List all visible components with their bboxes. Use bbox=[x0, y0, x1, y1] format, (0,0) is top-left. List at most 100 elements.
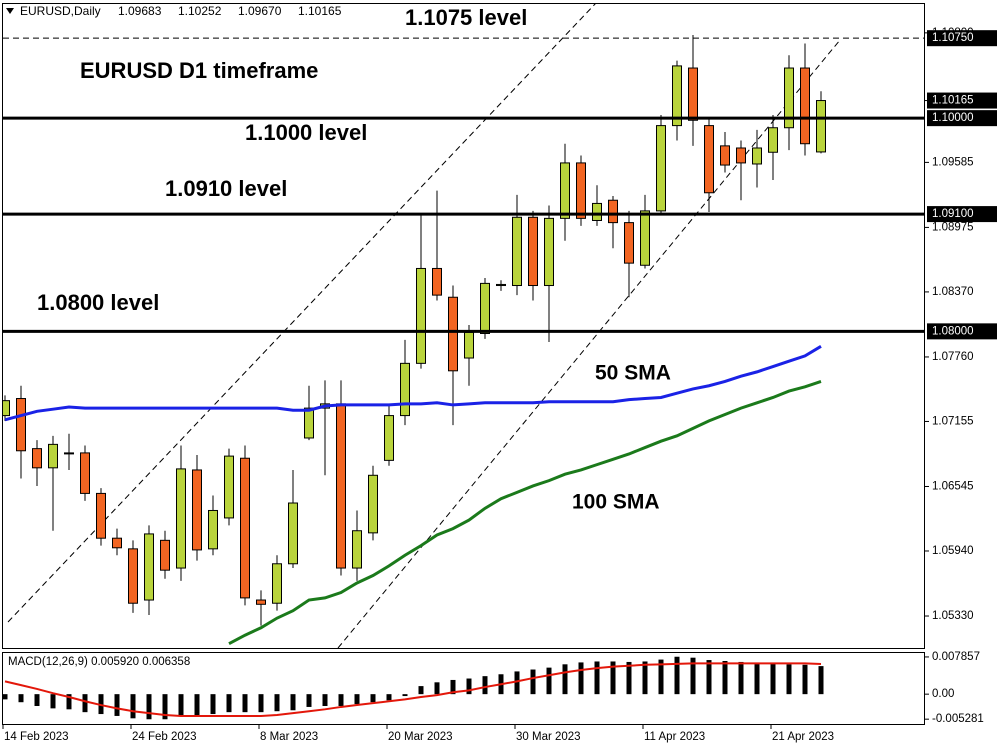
candle-body bbox=[160, 539, 170, 571]
macd-bar bbox=[402, 694, 408, 697]
annotation: EURUSD D1 timeframe bbox=[80, 58, 318, 83]
open-label: 1.09683 bbox=[118, 4, 162, 18]
annotation: 1.1075 level bbox=[405, 5, 527, 30]
y-tick-label: 0.007857 bbox=[932, 651, 980, 663]
macd-bar bbox=[722, 661, 728, 695]
candle-body bbox=[208, 509, 218, 550]
sma-label: 100 SMA bbox=[572, 491, 660, 514]
candle-body bbox=[640, 210, 650, 266]
candle-body bbox=[544, 217, 554, 287]
macd-bar bbox=[18, 694, 24, 703]
candle-body bbox=[64, 452, 74, 455]
macd-bar bbox=[450, 679, 456, 695]
macd-bar bbox=[306, 694, 312, 707]
x-tick-label: 20 Mar 2023 bbox=[388, 731, 453, 743]
macd-bar bbox=[146, 694, 152, 720]
candle-body bbox=[304, 407, 314, 439]
annotation: 1.1000 level bbox=[245, 120, 367, 145]
level-label-box bbox=[927, 30, 997, 47]
macd-bar bbox=[738, 661, 744, 695]
candle-body bbox=[496, 283, 506, 287]
macd-bar bbox=[466, 678, 472, 695]
x-tick-label: 24 Feb 2023 bbox=[132, 731, 197, 743]
candle-body bbox=[80, 452, 90, 494]
macd-bar bbox=[546, 667, 552, 695]
high-label: 1.10252 bbox=[178, 4, 222, 18]
y-tick-label: 1.08975 bbox=[932, 221, 974, 233]
candle-body bbox=[608, 199, 618, 224]
macd-bar bbox=[34, 694, 40, 706]
candle-body bbox=[592, 202, 602, 221]
candle-body bbox=[400, 362, 410, 417]
macd-bar bbox=[274, 694, 280, 712]
candle-body bbox=[800, 67, 810, 145]
level-label: 1.09100 bbox=[932, 208, 974, 220]
x-tick-label: 8 Mar 2023 bbox=[260, 731, 318, 743]
y-tick-label: 1.08370 bbox=[932, 286, 974, 298]
candle-body bbox=[144, 533, 154, 601]
candle-body bbox=[3, 400, 10, 417]
candle-body bbox=[192, 469, 202, 551]
candle-body bbox=[384, 415, 394, 461]
candle-body bbox=[352, 530, 362, 569]
candle-body bbox=[224, 455, 234, 519]
macd-bar bbox=[194, 694, 200, 716]
y-tick-label: 1.09585 bbox=[932, 156, 974, 168]
candle-body bbox=[240, 457, 250, 599]
macd-bar bbox=[626, 661, 632, 695]
macd-bar bbox=[370, 694, 376, 703]
candle-body bbox=[768, 127, 778, 153]
annotation: 1.0800 level bbox=[37, 290, 159, 315]
macd-title: MACD(12,26,9) 0.005920 0.006358 bbox=[8, 656, 190, 668]
level-label-box bbox=[927, 323, 997, 340]
candle-body bbox=[752, 147, 762, 165]
macd-bar bbox=[386, 694, 392, 701]
candle-body bbox=[528, 216, 538, 287]
macd-bar bbox=[290, 694, 296, 711]
macd-bar bbox=[258, 694, 264, 713]
macd-bar bbox=[770, 663, 776, 695]
y-tick-label: 0.00 bbox=[932, 688, 954, 700]
macd-bar bbox=[354, 694, 360, 705]
candle-body bbox=[448, 296, 458, 372]
macd-bar bbox=[706, 660, 712, 695]
candle-body bbox=[432, 267, 442, 296]
y-tick-label: 1.07155 bbox=[932, 415, 974, 427]
sma-line bbox=[228, 380, 822, 646]
macd-bar bbox=[690, 657, 696, 695]
x-tick-label: 21 Apr 2023 bbox=[772, 731, 834, 743]
macd-bar bbox=[674, 656, 680, 695]
candle-body bbox=[112, 537, 122, 549]
candle-body bbox=[48, 443, 58, 469]
y-tick-label: 1.05330 bbox=[932, 610, 974, 622]
macd-bar bbox=[66, 694, 72, 710]
candle-body bbox=[464, 331, 474, 359]
macd-bar bbox=[530, 669, 536, 695]
macd-bar bbox=[338, 694, 344, 706]
candle-body bbox=[784, 67, 794, 129]
macd-bar bbox=[322, 694, 328, 706]
macd-plot bbox=[3, 656, 824, 720]
level-label: 1.10750 bbox=[932, 32, 974, 44]
menu-arrow[interactable] bbox=[6, 8, 14, 14]
main-panel bbox=[2, 3, 925, 649]
candle-body bbox=[336, 403, 346, 569]
candle-body bbox=[736, 147, 746, 164]
candle-body bbox=[128, 548, 138, 604]
level-label: 1.10000 bbox=[932, 112, 974, 124]
candle-body bbox=[704, 125, 714, 194]
macd-bar bbox=[82, 694, 88, 713]
level-label: 1.08000 bbox=[932, 325, 974, 337]
y-tick-label: 1.06545 bbox=[932, 481, 974, 493]
candle-body bbox=[816, 100, 826, 153]
candle-body bbox=[256, 599, 266, 605]
candle-body bbox=[624, 222, 634, 264]
symbol-title: EURUSD,Daily bbox=[20, 4, 101, 18]
annotation: 1.0910 level bbox=[165, 176, 287, 201]
level-label-box bbox=[927, 206, 997, 223]
candle-body bbox=[368, 474, 378, 534]
candle-body bbox=[672, 65, 682, 127]
macd-bar bbox=[130, 694, 136, 719]
